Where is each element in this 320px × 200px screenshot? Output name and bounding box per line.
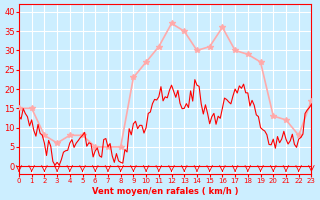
X-axis label: Vent moyen/en rafales ( km/h ): Vent moyen/en rafales ( km/h ) xyxy=(92,187,238,196)
